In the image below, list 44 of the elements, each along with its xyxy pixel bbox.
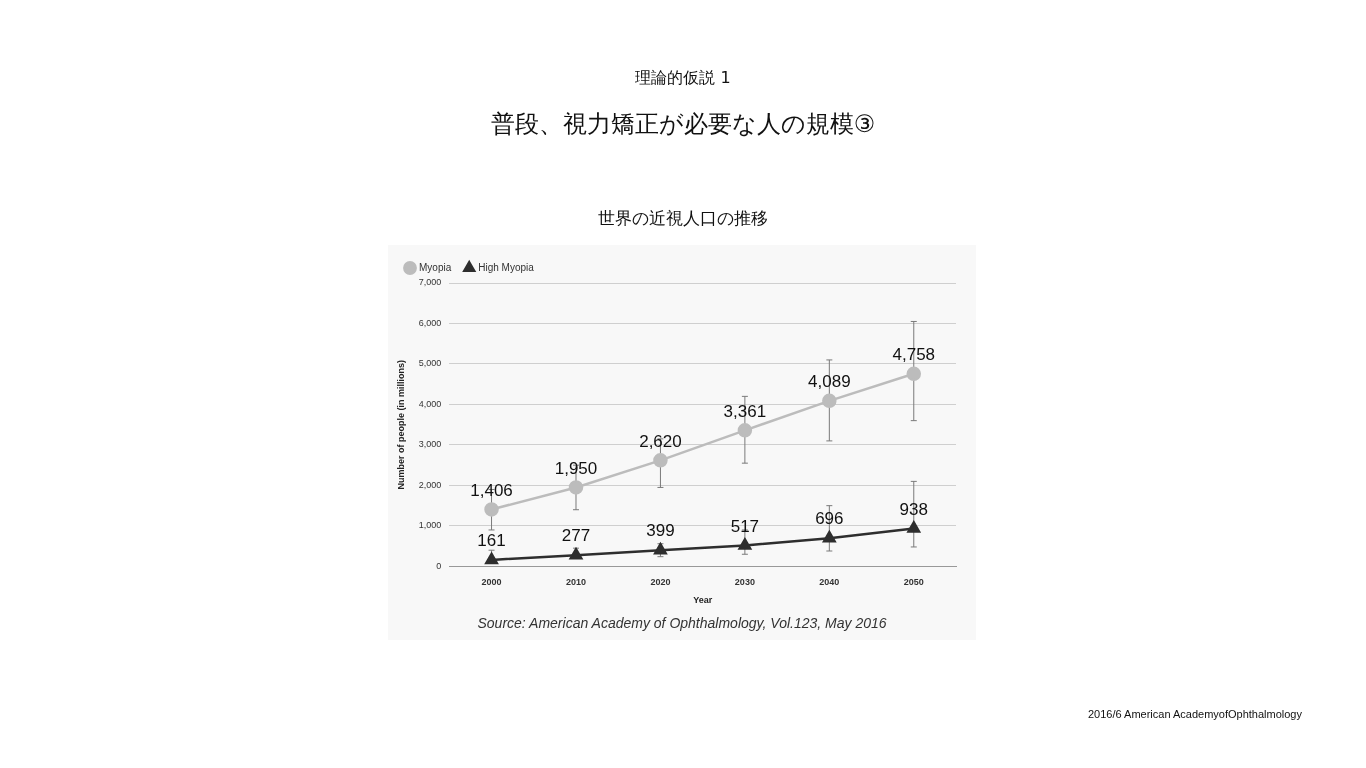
data-label: 161 [477,531,506,551]
y-tick-label: 4,000 [418,398,442,409]
point [568,480,584,495]
data-label: 399 [646,521,675,541]
chart-title: 普段、視力矯正が必要な人の規模③ [489,109,877,140]
text: 2016/6 American AcademyofOphthalmology [1087,708,1302,720]
y-tick-label: 0 [436,560,442,571]
data-label: 1,950 [554,458,598,478]
legend-label: High Myopia [478,261,535,273]
y-tick-label: 7,000 [418,277,442,288]
chart-subtitle: 世界の近視人口の推移 [597,207,769,230]
x-axis-title: Year [693,595,713,606]
y-tick-label: 6,000 [418,317,442,328]
y-tick-label: 2,000 [418,479,442,490]
data-label: 1,406 [470,480,513,500]
text: 理論的仮説 1 [634,68,732,89]
x-tick-label: 2020 [650,577,671,588]
point [653,453,668,468]
data-label: 517 [730,516,760,536]
x-tick-label: 2000 [481,577,502,588]
x-tick-label: 2030 [734,577,755,588]
y-tick-label: 1,000 [418,520,442,531]
y-tick-label: 5,000 [418,358,442,369]
point [738,538,752,550]
data-label: 4,089 [808,372,851,392]
point [822,530,836,543]
data-label: 938 [899,499,928,519]
point [907,521,921,533]
data-label: 277 [561,526,591,546]
point [484,502,499,517]
source-note: Source: American Academy of Ophthalmology, Vol.123, May 2016 [476,615,888,631]
data-label: 696 [815,509,844,529]
data-label: 3,361 [723,401,767,421]
x-tick-label: 2040 [819,577,840,588]
point [737,423,753,438]
x-tick-label: 2050 [903,577,924,588]
data-label: 4,758 [892,344,936,364]
y-tick-label: 3,000 [418,439,442,450]
point [906,366,922,382]
y-axis-title: Number of people (in millions) [395,359,406,490]
data-label: 2,620 [639,431,682,451]
x-tick-label: 2010 [565,577,587,588]
legend-label: Myopia [419,261,452,273]
point [822,393,837,409]
